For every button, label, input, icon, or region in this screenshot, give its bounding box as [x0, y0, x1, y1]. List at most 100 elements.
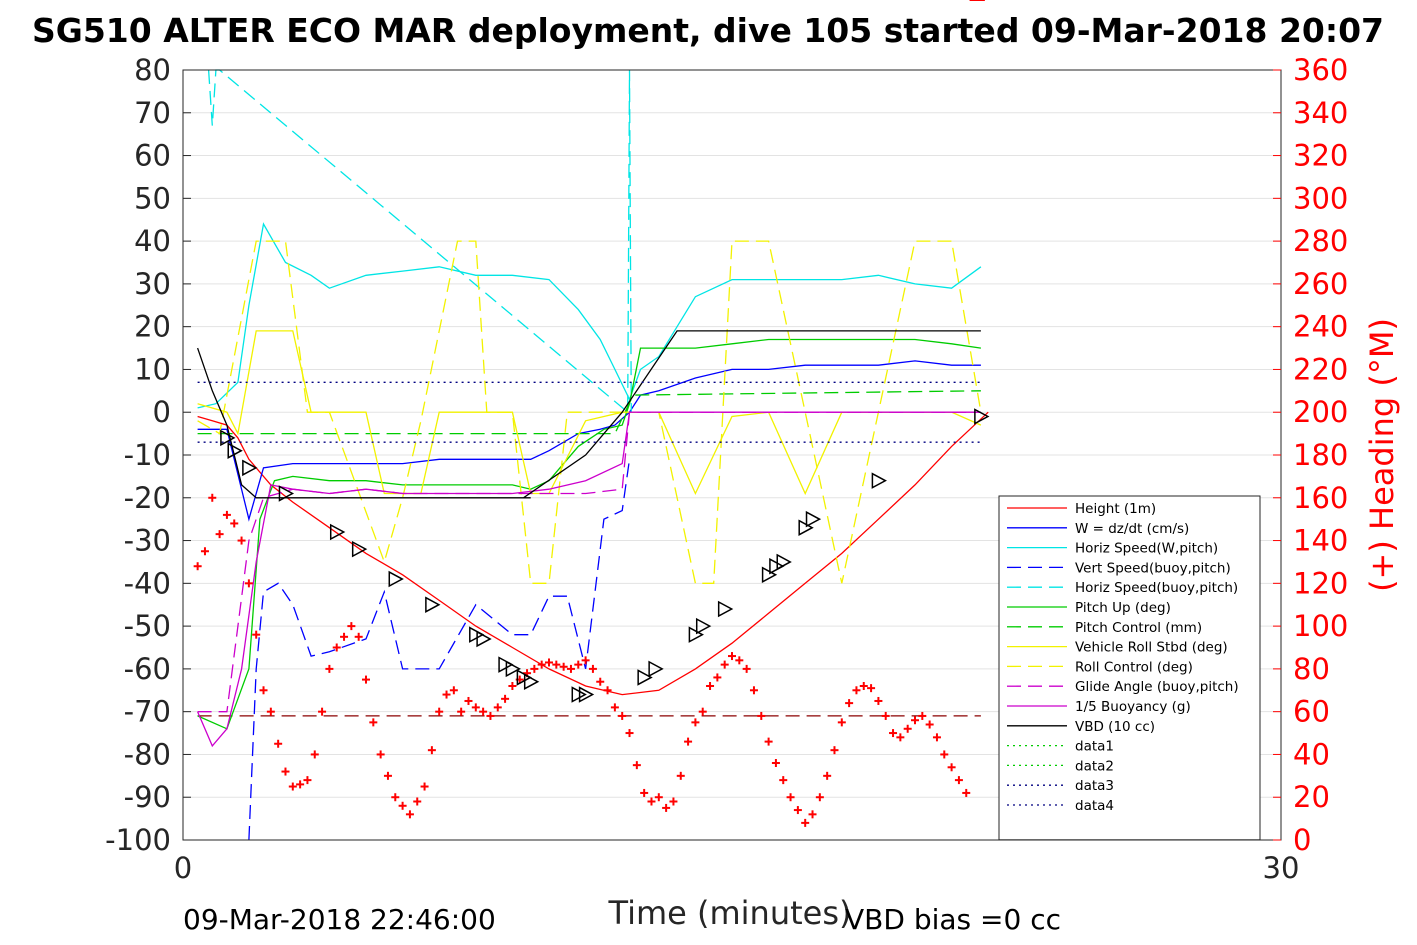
heading-point [647, 797, 656, 806]
heading-point [808, 810, 817, 819]
heading-point [749, 686, 758, 695]
heading-point [354, 632, 363, 641]
left-tick-label: -90 [124, 780, 171, 814]
heading-point [479, 707, 488, 716]
heading-point [954, 776, 963, 785]
heading-point [793, 806, 802, 815]
heading-point [266, 707, 275, 716]
heading-point [376, 750, 385, 759]
footer-timestamp: 09-Mar-2018 22:46:00 [183, 903, 496, 936]
heading-point [603, 686, 612, 695]
left-tick-label: 10 [134, 352, 171, 386]
heading-point [830, 746, 839, 755]
legend-label: Pitch Up (deg) [1075, 600, 1171, 616]
heading-point [413, 797, 422, 806]
heading-point [281, 767, 290, 776]
series-line-5 [197, 338, 981, 730]
left-tick-label: -50 [124, 609, 171, 643]
heading-point [640, 788, 649, 797]
right-tick-label: 120 [1293, 566, 1348, 600]
heading-point [889, 729, 898, 738]
heading-point [310, 750, 319, 759]
triangle-marker [220, 429, 236, 447]
triangle-marker [351, 540, 368, 558]
series-line-11 [196, 330, 981, 499]
heading-point [867, 684, 876, 693]
heading-point [552, 660, 561, 669]
triangle-marker [571, 686, 587, 703]
heading-point [559, 662, 568, 671]
triangle-marker [227, 442, 243, 459]
heading-point [610, 703, 619, 712]
left-tick-label: -60 [124, 652, 171, 686]
triangle-marker [578, 686, 595, 703]
heading-point [618, 711, 627, 720]
triangle-marker [761, 566, 778, 584]
legend-label: Horiz Speed(W,pitch) [1075, 541, 1218, 557]
left-tick-label: 70 [134, 96, 171, 130]
heading-point [391, 793, 400, 802]
heading-point [903, 724, 912, 733]
triangle-marker [425, 596, 441, 613]
left-tick-label: -20 [124, 481, 171, 515]
heading-point [398, 801, 407, 810]
heading-point [852, 686, 861, 695]
heading-point [369, 718, 378, 727]
heading-point [771, 759, 780, 767]
heading-point [874, 696, 883, 705]
heading-point [340, 632, 349, 641]
legend-box [998, 495, 1261, 841]
heading-point [288, 782, 297, 791]
triangle-marker [523, 673, 540, 690]
legend-label: 1/5 Buoyancy (g) [1075, 699, 1191, 715]
heading-point [296, 780, 305, 789]
heading-point [669, 797, 678, 806]
heading-point [801, 818, 810, 827]
x-tick-label: 30 [1263, 851, 1300, 885]
triangle-marker [242, 459, 258, 477]
heading-point [706, 682, 715, 690]
left-tick-label: 30 [134, 267, 171, 301]
heading-point [837, 718, 846, 727]
x-axis-ticks: 0 30 [174, 851, 1300, 885]
heading-point [925, 720, 934, 729]
heading-point [274, 739, 283, 748]
heading-point [720, 660, 729, 669]
triangle-marker [776, 553, 792, 571]
heading-point [823, 771, 832, 780]
heading-point [947, 763, 956, 772]
triangle-marker [278, 485, 295, 502]
legend-label: Height (1m) [1075, 501, 1156, 517]
right-axis-ticks: 3603403203002802602402202001801601401201… [1273, 53, 1348, 857]
heading-point [501, 694, 510, 703]
heading-point [728, 652, 736, 661]
heading-point [508, 682, 517, 690]
legend-label: Vert Speed(buoy,pitch) [1075, 560, 1231, 576]
triangle-marker [695, 617, 712, 635]
heading-point [698, 707, 707, 716]
legend-label: Horiz Speed(buoy,pitch) [1075, 580, 1238, 596]
chart-title: SG510 ALTER ECO MAR deployment, dive 105… [32, 11, 1384, 50]
heading-point [537, 660, 546, 669]
triangle-marker [505, 660, 521, 678]
legend-label: data2 [1075, 758, 1114, 774]
heading-point [845, 699, 854, 708]
heading-point [493, 703, 502, 712]
heading-point [332, 643, 341, 652]
heading-point [596, 677, 605, 686]
heading-point [625, 729, 634, 738]
heading-point [932, 733, 941, 742]
left-tick-label: 0 [153, 395, 171, 429]
left-tick-label: -70 [124, 695, 171, 729]
heading-point [449, 686, 458, 695]
series-line-2 [197, 222, 982, 409]
heading-point [427, 746, 436, 755]
triangle-marker [974, 408, 990, 425]
heading-point [193, 562, 202, 571]
triangle-marker [469, 626, 485, 643]
legend-label: data4 [1075, 798, 1114, 814]
right-tick-label: 340 [1293, 96, 1348, 130]
heading-point [786, 793, 795, 802]
right-tick-label: 140 [1293, 524, 1348, 558]
series-line-1 [197, 360, 981, 522]
